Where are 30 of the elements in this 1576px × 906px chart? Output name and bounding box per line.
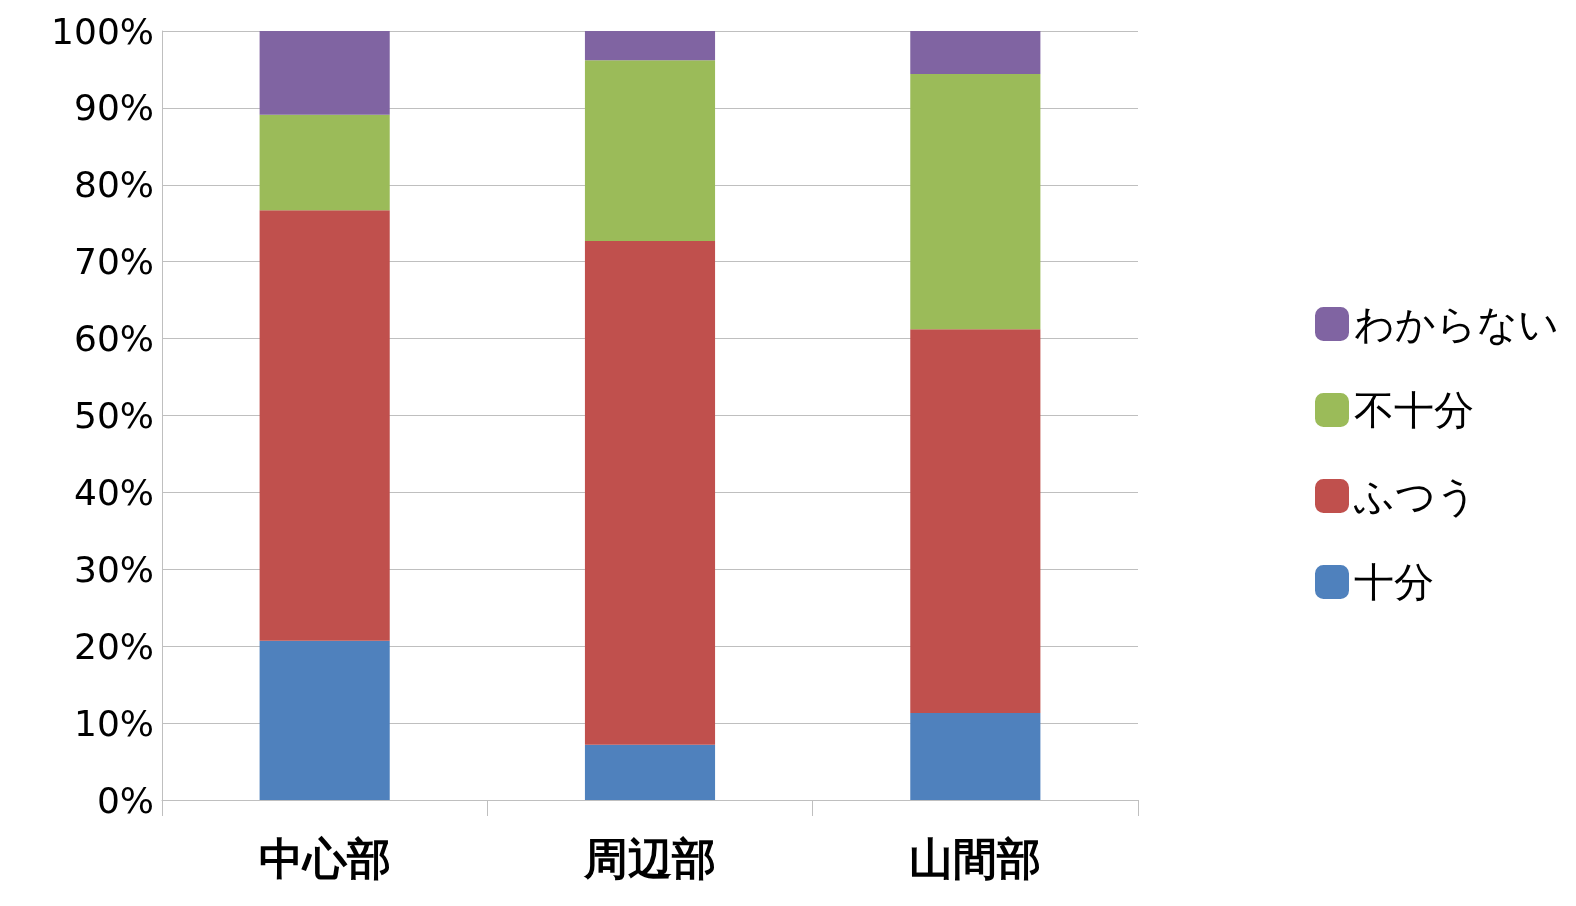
legend-label: 十分 [1354,559,1434,605]
x-tick-label: 山間部 [909,832,1042,884]
x-tick-label: 周辺部 [583,832,716,884]
y-tick-label: 30% [73,548,154,590]
y-tick-label: 40% [73,471,154,513]
bar [910,31,1041,75]
legend-label: 不十分 [1354,387,1474,433]
bar [584,240,716,745]
bar [259,114,390,211]
bar [259,210,390,641]
y-tick-label: 100% [51,10,154,52]
y-tick-label: 0% [96,779,154,821]
y-tick-label: 10% [73,702,154,744]
bar [584,31,716,61]
bar [910,74,1041,330]
y-tick-label: 90% [73,87,154,129]
y-tick-label: 60% [73,318,154,360]
x-tick-label: 中心部 [258,832,391,884]
bar [259,640,390,800]
y-tick-label: 70% [73,241,154,283]
bar [259,31,390,115]
bar [584,60,716,241]
y-tick-label: 20% [73,625,154,667]
bar [910,713,1041,800]
bar [584,744,716,800]
y-tick-label: 80% [73,164,154,206]
bar [910,329,1041,714]
legend-label: ふつう [1353,473,1477,519]
legend-label: わからない [1354,301,1559,347]
y-tick-label: 50% [73,395,154,436]
